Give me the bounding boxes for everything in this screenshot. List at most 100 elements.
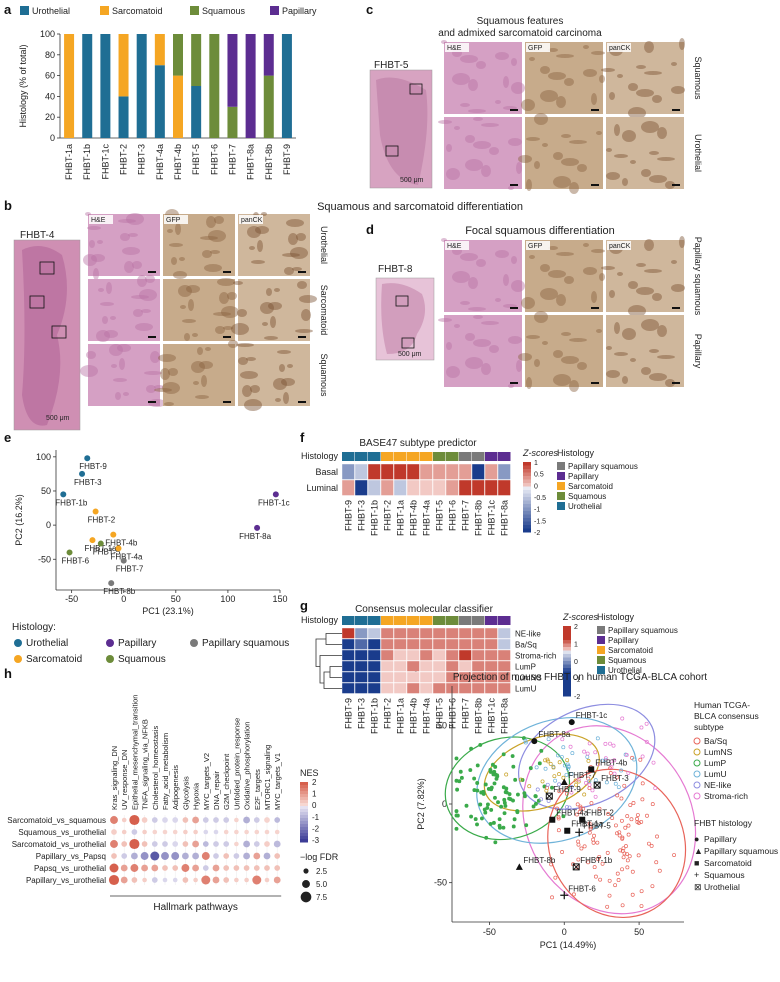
panel-a-bar-chart: Urothelial Sarcomatoid Squamous Papillary 0… xyxy=(18,6,317,180)
nes-gradient-step xyxy=(300,839,308,843)
tissue-texture xyxy=(583,69,597,77)
row-label-lumu: LumU xyxy=(515,685,537,694)
cohort-sample-lump xyxy=(511,798,515,803)
cohort-sample-ba-sq xyxy=(630,869,635,874)
nes-gradient-step xyxy=(300,836,308,840)
x-tick-label-fhbt-5: FHBT-5 xyxy=(191,144,201,175)
dot-sarcomatoid-vs-urothelial-glycolysis xyxy=(182,841,189,847)
cell-lumu-fhbt-2 xyxy=(380,682,394,694)
dot-squamous-vs-urothelial-oxidative-phosphorylation xyxy=(244,829,249,835)
cohort-sample-ba-sq xyxy=(587,786,592,791)
panel-i-title: Projection of mouse FHBT on human TCGA-B… xyxy=(453,672,707,683)
cohort-sample-ba-sq xyxy=(616,878,621,882)
tissue-texture xyxy=(175,223,181,235)
comparison-label-sarcomatoid-vs-urothelial: Sarcomatoid_vs_urothelial xyxy=(12,840,106,849)
pathway-label-oxidative-phosphorylation: Oxidative_phosphorylation xyxy=(243,722,252,810)
dot-papsq-vs-urothelial-myc-targets-v1 xyxy=(274,865,281,871)
tissue-texture xyxy=(144,371,162,375)
histology-bar-fhbt-7 xyxy=(459,452,472,461)
pathway-label-adipogenesis: Adipogenesis xyxy=(171,765,180,810)
tissue-texture xyxy=(614,322,620,334)
cell-lumns-fhbt-4a xyxy=(419,671,433,683)
cohort-sample-lumns xyxy=(557,772,561,777)
point-fhbt-4b xyxy=(110,531,117,538)
fhbt-label-fhbt-3: FHBT-3 xyxy=(601,774,629,783)
cohort-legend-label-ba-sq: Ba/Sq xyxy=(704,736,727,746)
panel-b-title: Squamous and sarcomatoid differentiation xyxy=(317,201,523,213)
column-label-fhbt-4a: FHBT-4a xyxy=(422,698,432,734)
cohort-sample-ba-sq xyxy=(587,830,592,835)
histology-legend-swatch-squamous xyxy=(557,492,565,500)
tissue-texture xyxy=(208,230,226,242)
tissue-texture xyxy=(135,323,153,331)
cohort-sample-stroma-rich xyxy=(590,788,595,793)
tissue-texture xyxy=(495,250,509,258)
panel-i-plot: -50 0 50 50 0 -50 PC1 (14.49%) PC2 (7.82%) FHBT-… xyxy=(416,686,697,950)
cell-luminal-fhbt-4a xyxy=(419,479,433,496)
histology-bar-fhbt-4a xyxy=(420,616,433,625)
cell-lumu-fhbt-1a xyxy=(393,682,407,694)
tissue-texture xyxy=(508,186,514,190)
tissue-texture xyxy=(548,270,566,278)
cohort-sample-lumns xyxy=(551,765,556,770)
zscore-title: Z-scores xyxy=(562,612,599,622)
cohort-sample-lumu xyxy=(543,766,548,771)
cohort-sample-ba-sq xyxy=(576,839,581,844)
cohort-sample-stroma-rich xyxy=(596,762,601,767)
tissue-texture xyxy=(641,169,651,177)
tissue-texture xyxy=(591,93,597,105)
cell-lump-fhbt-1c xyxy=(484,660,498,672)
dot-sarcomatoid-vs-squamous-myc-targets-v2 xyxy=(202,817,209,823)
tissue-texture xyxy=(596,131,602,135)
fdr-tick-label: 5.0 xyxy=(316,880,328,889)
tissue-texture xyxy=(542,341,548,345)
point-fhbt-3 xyxy=(79,470,86,477)
histology-legend-label-papillary-squamous: Papillary squamous xyxy=(608,626,678,635)
tissue-texture xyxy=(564,78,574,86)
cohort-sample-lump xyxy=(522,794,527,799)
x-tick-label-fhbt-2: FHBT-2 xyxy=(119,144,129,175)
histology-legend-label-squamous: Squamous xyxy=(568,492,606,501)
dot-papsq-vs-urothelial-epithelial-mesenchymal-transition xyxy=(130,864,139,872)
cohort-sample-lump xyxy=(488,767,493,772)
dot-sarcomatoid-vs-squamous-e2f-targets xyxy=(253,817,260,823)
histology-legend-swatch-papillary-squamous xyxy=(557,462,565,470)
tissue-texture xyxy=(89,240,95,248)
zscore-gradient-step xyxy=(523,497,531,501)
row-label-urothelial: Urothelial xyxy=(319,226,329,264)
cohort-sample-lump xyxy=(482,807,487,812)
panel-label-c: c xyxy=(366,2,373,17)
cohort-sample-lumns xyxy=(557,760,562,765)
tissue-texture xyxy=(622,130,636,142)
dot-squamous-vs-urothelial-fatty-acid-metabolism xyxy=(162,829,168,835)
y-tick-label: 50 xyxy=(437,720,447,730)
cohort-sample-lumns xyxy=(582,792,587,797)
cell-stroma-rich-fhbt-7 xyxy=(458,649,472,661)
zscore-gradient-step xyxy=(523,500,531,505)
dot-papillary-vs-papsq-kras-signaling-dn xyxy=(111,853,117,859)
cohort-sample-ba-sq xyxy=(646,841,651,846)
cohort-sample-lump xyxy=(493,840,498,845)
cohort-sample-ba-sq xyxy=(626,823,631,828)
cohort-sample-stroma-rich xyxy=(569,790,574,795)
point-fhbt-8a xyxy=(254,524,261,531)
column-label-fhbt-1c: FHBT-1c xyxy=(487,698,497,734)
tissue-texture xyxy=(561,134,571,138)
y-tick-label: 40 xyxy=(45,91,55,101)
cohort-sample-stroma-rich xyxy=(587,741,592,746)
nes-tick-label: -1 xyxy=(312,813,320,822)
bar-fhbt-5-squamous xyxy=(191,34,202,86)
cohort-sample-ba-sq xyxy=(615,831,619,836)
cohort-legend-marker-lumns xyxy=(693,748,701,756)
column-label-fhbt-1a: FHBT-1a xyxy=(396,698,406,734)
cell-ne-like-fhbt-5 xyxy=(432,627,446,639)
cell-stroma-rich-fhbt-1c xyxy=(484,649,498,661)
cohort-sample-lumu xyxy=(585,754,590,759)
tissue-texture xyxy=(178,285,192,297)
fhbt-label-fhbt-1c: FHBT-1c xyxy=(576,711,608,720)
cohort-sample-lump xyxy=(537,761,542,766)
zscore-tick-label: 1 xyxy=(574,642,578,649)
nes-gradient-step xyxy=(300,833,308,837)
cell-lumns-fhbt-4b xyxy=(406,671,420,683)
dot-sarcomatoid-vs-urothelial-epithelial-mesenchymal-transition xyxy=(129,838,140,850)
